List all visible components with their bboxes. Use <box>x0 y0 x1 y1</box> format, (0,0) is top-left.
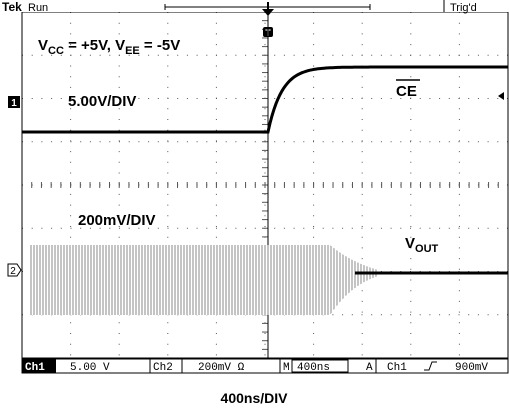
trigger-source: Ch1 <box>387 362 407 374</box>
time-scale: 400ns <box>297 362 330 374</box>
ch1-tag: Ch1 <box>25 362 45 374</box>
caption: 400ns/DIV <box>221 390 289 406</box>
ch2-marker: 2 <box>10 266 16 277</box>
header-bg <box>0 0 509 12</box>
ch2-tag: Ch2 <box>153 362 173 374</box>
t: OUT <box>415 243 439 255</box>
ch2-scale: 200mV Ω <box>198 362 245 374</box>
ch2-scale-label: 200mV/DIV <box>78 212 156 229</box>
ch1-trace <box>22 65 508 134</box>
ch1-scale: 5.00 V <box>70 362 110 374</box>
ch1-marker-bg <box>8 96 20 108</box>
t: V <box>38 37 48 54</box>
trigger-mode: A <box>366 362 373 374</box>
ch1-scale-label: 5.00V/DIV <box>68 93 136 110</box>
t: CC <box>48 45 64 57</box>
t: EE <box>125 45 140 57</box>
brand: Tek <box>2 0 22 14</box>
slope-icon <box>424 361 437 371</box>
trigger-level-marker <box>498 92 504 100</box>
t: = -5V <box>140 37 180 54</box>
ch2-noise <box>30 245 378 315</box>
ce-label: CE <box>396 83 417 100</box>
t: V <box>405 235 415 252</box>
run-state: Run <box>28 2 48 14</box>
t: = +5V, V <box>64 37 125 54</box>
trigger-level: 900mV <box>455 362 488 374</box>
time-mode: M <box>283 362 290 374</box>
trigger-position <box>262 9 274 16</box>
trigger-state: Trig'd <box>450 2 477 14</box>
ch1-tag-bg <box>22 359 56 373</box>
vout-label: VOUT <box>405 235 439 255</box>
supply-label: VCC = +5V, VEE = -5V <box>38 37 180 57</box>
ch1-marker: 1 <box>11 98 17 109</box>
status-bar: Ch1 5.00 V Ch2 200mV Ω M 400ns A Ch1 900… <box>21 358 509 374</box>
ch2-marker-bg <box>7 263 22 277</box>
time-box <box>291 359 349 373</box>
